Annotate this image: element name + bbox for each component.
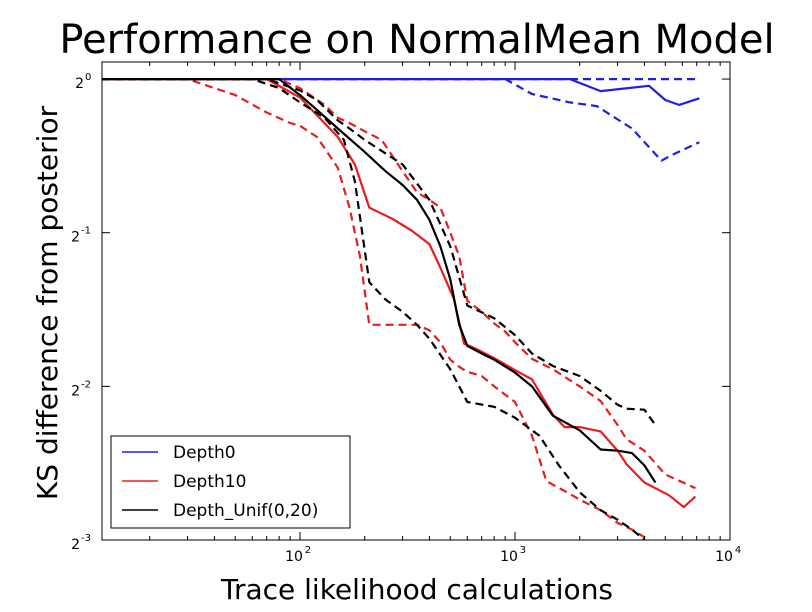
y-axis-label: KS difference from posterior [31,105,64,500]
legend-label-depth-unif: Depth_Unif(0,20) [173,501,318,521]
y-tick-label-1: 2 [71,230,80,246]
x-tick-exponent-2: 4 [735,545,741,556]
x-tick-exponent-0: 2 [305,545,311,556]
chart-title: Performance on NormalMean Model [59,17,774,63]
legend-label-depth0: Depth0 [173,443,236,463]
series-line-depth10 [102,77,697,509]
series-line-depth0-lower [102,77,700,162]
series-line-depth-unif-0-20-upper [102,77,657,426]
y-tick-label-0: 2 [75,76,84,92]
series-layer [102,77,700,540]
series-line-depth10-upper [102,77,696,490]
x-tick-label-0: 10 [285,549,303,565]
x-axis-label: Trace likelihood calculations [220,573,613,606]
y-tick-exponent-2: -2 [81,379,91,390]
y-tick-label-3: 2 [71,537,80,553]
y-tick-exponent-1: -1 [81,226,91,237]
legend: Depth0 Depth10 Depth_Unif(0,20) [110,435,351,529]
legend-label-depth10: Depth10 [173,472,246,492]
series-line-depth-unif-0-20 [102,77,657,484]
x-tick-label-1: 10 [500,549,518,565]
y-tick-label-2: 2 [71,383,80,399]
x-tick-exponent-1: 3 [520,545,526,556]
y-tick-exponent-0: 0 [85,72,91,83]
ticks-layer: 10 2 10 3 10 42 02 -12 -22 -3 [71,62,741,565]
y-tick-exponent-3: -3 [81,533,91,544]
plot-frame [101,61,731,541]
series-line-depth-unif-0-20-lower [102,77,647,540]
x-tick-label-2: 10 [715,549,733,565]
legend-box [110,435,351,529]
